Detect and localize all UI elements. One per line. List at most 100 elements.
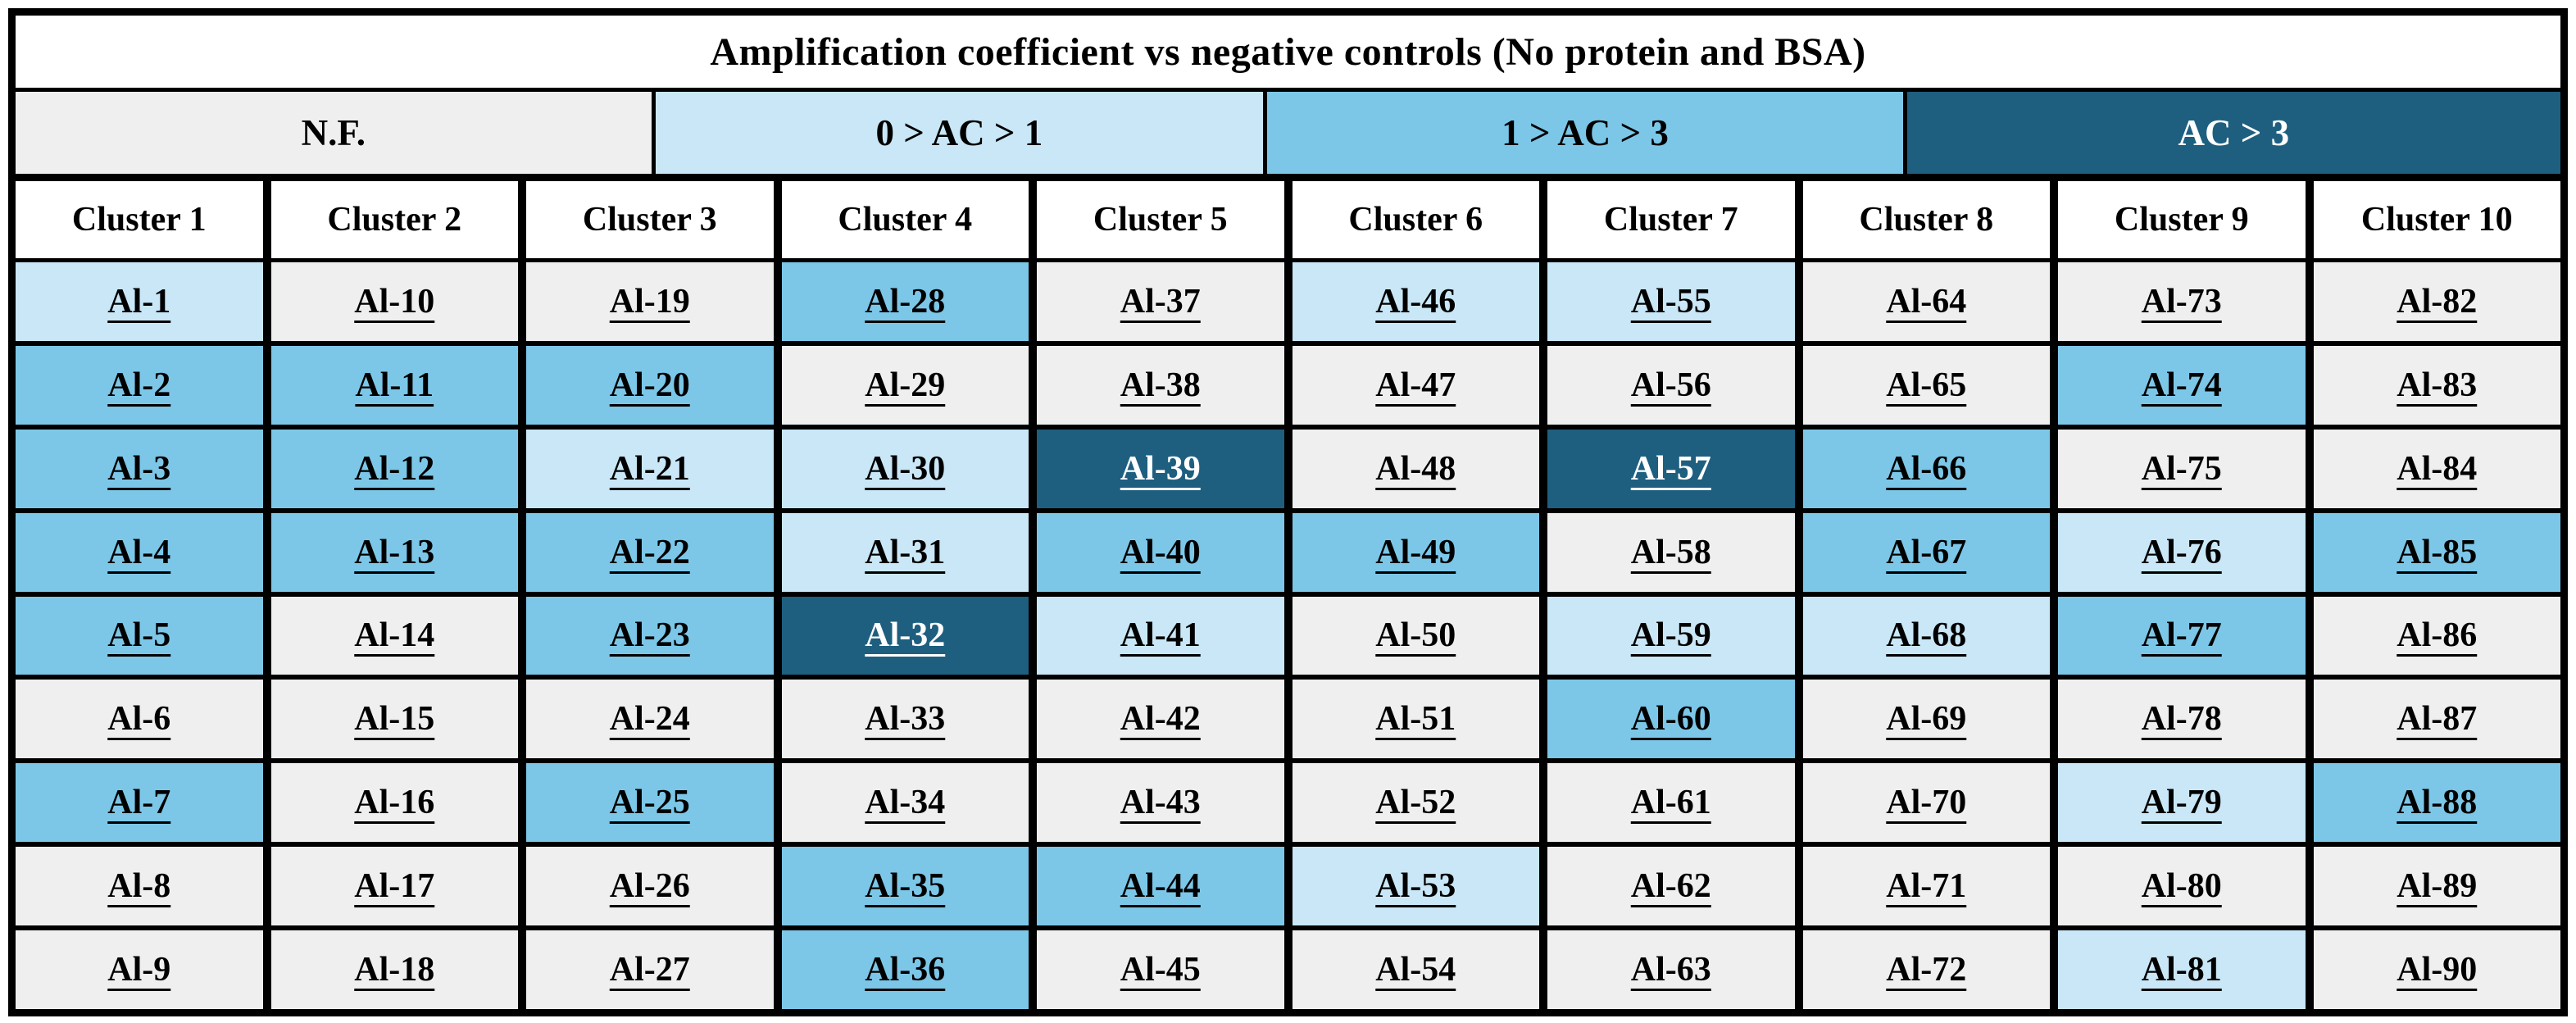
grid-cell-al-7[interactable]: Al-7 bbox=[16, 763, 263, 843]
grid-cell-al-50[interactable]: Al-50 bbox=[1292, 596, 1539, 675]
grid-cell-al-84[interactable]: Al-84 bbox=[2313, 429, 2560, 508]
grid-cell-al-45[interactable]: Al-45 bbox=[1037, 930, 1284, 1009]
grid-cell-al-14[interactable]: Al-14 bbox=[270, 596, 518, 675]
grid-cell-al-27[interactable]: Al-27 bbox=[526, 930, 774, 1009]
grid-cell-al-38[interactable]: Al-38 bbox=[1037, 345, 1284, 425]
grid-cell-al-13[interactable]: Al-13 bbox=[270, 512, 518, 592]
grid-cell-al-85[interactable]: Al-85 bbox=[2313, 512, 2560, 592]
grid-cell-al-54[interactable]: Al-54 bbox=[1292, 930, 1539, 1009]
grid-cell-al-61[interactable]: Al-61 bbox=[1547, 763, 1795, 843]
grid-cell-al-48[interactable]: Al-48 bbox=[1292, 429, 1539, 508]
grid-cell-al-24[interactable]: Al-24 bbox=[526, 680, 774, 759]
grid-cell-label: Al-56 bbox=[1630, 366, 1711, 404]
grid-cell-al-56[interactable]: Al-56 bbox=[1547, 345, 1795, 425]
grid-cell-label: Al-52 bbox=[1375, 784, 1456, 822]
grid-cell-al-73[interactable]: Al-73 bbox=[2058, 262, 2306, 341]
grid-cell-label: Al-86 bbox=[2397, 616, 2478, 655]
grid-cell-al-39[interactable]: Al-39 bbox=[1037, 429, 1284, 508]
grid-cell-al-12[interactable]: Al-12 bbox=[270, 429, 518, 508]
grid-cell-al-55[interactable]: Al-55 bbox=[1547, 262, 1795, 341]
grid-cell-al-19[interactable]: Al-19 bbox=[526, 262, 774, 341]
grid-cell-al-46[interactable]: Al-46 bbox=[1292, 262, 1539, 341]
grid-cell-label: Al-72 bbox=[1886, 951, 1967, 989]
grid-cell-label: Al-68 bbox=[1886, 616, 1967, 655]
grid-cell-al-80[interactable]: Al-80 bbox=[2058, 847, 2306, 926]
grid-cell-al-32[interactable]: Al-32 bbox=[781, 596, 1029, 675]
grid-cell-al-34[interactable]: Al-34 bbox=[781, 763, 1029, 843]
grid-cell-al-17[interactable]: Al-17 bbox=[270, 847, 518, 926]
grid-cell-label: Al-63 bbox=[1630, 951, 1711, 989]
grid-cell-al-22[interactable]: Al-22 bbox=[526, 512, 774, 592]
grid-cell-al-88[interactable]: Al-88 bbox=[2313, 763, 2560, 843]
grid-cell-al-44[interactable]: Al-44 bbox=[1037, 847, 1284, 926]
grid-cell-al-70[interactable]: Al-70 bbox=[1802, 763, 2050, 843]
grid-cell-al-69[interactable]: Al-69 bbox=[1802, 680, 2050, 759]
grid-cell-al-2[interactable]: Al-2 bbox=[16, 345, 263, 425]
grid-cell-al-26[interactable]: Al-26 bbox=[526, 847, 774, 926]
grid-cell-al-1[interactable]: Al-1 bbox=[16, 262, 263, 341]
grid-cell-al-60[interactable]: Al-60 bbox=[1547, 680, 1795, 759]
grid-cell-al-20[interactable]: Al-20 bbox=[526, 345, 774, 425]
grid-cell-al-76[interactable]: Al-76 bbox=[2058, 512, 2306, 592]
grid-cell-al-83[interactable]: Al-83 bbox=[2313, 345, 2560, 425]
grid-cell-al-65[interactable]: Al-65 bbox=[1802, 345, 2050, 425]
grid-cell-al-71[interactable]: Al-71 bbox=[1802, 847, 2050, 926]
grid-cell-al-47[interactable]: Al-47 bbox=[1292, 345, 1539, 425]
grid-cell-al-28[interactable]: Al-28 bbox=[781, 262, 1029, 341]
grid-cell-al-86[interactable]: Al-86 bbox=[2313, 596, 2560, 675]
grid-cell-al-66[interactable]: Al-66 bbox=[1802, 429, 2050, 508]
grid-cell-al-78[interactable]: Al-78 bbox=[2058, 680, 2306, 759]
grid-cell-al-43[interactable]: Al-43 bbox=[1037, 763, 1284, 843]
grid-cell-al-36[interactable]: Al-36 bbox=[781, 930, 1029, 1009]
grid-cell-al-21[interactable]: Al-21 bbox=[526, 429, 774, 508]
grid-cell-label: Al-8 bbox=[107, 867, 171, 906]
grid-cell-al-68[interactable]: Al-68 bbox=[1802, 596, 2050, 675]
grid-cell-al-63[interactable]: Al-63 bbox=[1547, 930, 1795, 1009]
grid-cell-al-59[interactable]: Al-59 bbox=[1547, 596, 1795, 675]
grid-cell-al-64[interactable]: Al-64 bbox=[1802, 262, 2050, 341]
grid-cell-al-53[interactable]: Al-53 bbox=[1292, 847, 1539, 926]
grid-cell-al-75[interactable]: Al-75 bbox=[2058, 429, 2306, 508]
grid-cell-al-52[interactable]: Al-52 bbox=[1292, 763, 1539, 843]
grid-cell-al-89[interactable]: Al-89 bbox=[2313, 847, 2560, 926]
grid-cell-al-5[interactable]: Al-5 bbox=[16, 596, 263, 675]
grid-cell-al-62[interactable]: Al-62 bbox=[1547, 847, 1795, 926]
grid-cell-al-90[interactable]: Al-90 bbox=[2313, 930, 2560, 1009]
grid-cell-al-74[interactable]: Al-74 bbox=[2058, 345, 2306, 425]
grid-cell-al-40[interactable]: Al-40 bbox=[1037, 512, 1284, 592]
grid-cell-al-72[interactable]: Al-72 bbox=[1802, 930, 2050, 1009]
grid-cell-al-18[interactable]: Al-18 bbox=[270, 930, 518, 1009]
grid-cell-al-3[interactable]: Al-3 bbox=[16, 429, 263, 508]
grid-cell-al-51[interactable]: Al-51 bbox=[1292, 680, 1539, 759]
grid-cell-al-33[interactable]: Al-33 bbox=[781, 680, 1029, 759]
grid-cell-al-16[interactable]: Al-16 bbox=[270, 763, 518, 843]
grid-cell-al-58[interactable]: Al-58 bbox=[1547, 512, 1795, 592]
grid-cell-al-23[interactable]: Al-23 bbox=[526, 596, 774, 675]
grid-cell-al-6[interactable]: Al-6 bbox=[16, 680, 263, 759]
grid-cell-al-77[interactable]: Al-77 bbox=[2058, 596, 2306, 675]
grid-cell-al-4[interactable]: Al-4 bbox=[16, 512, 263, 592]
grid-cell-al-15[interactable]: Al-15 bbox=[270, 680, 518, 759]
grid-cell-al-37[interactable]: Al-37 bbox=[1037, 262, 1284, 341]
grid-cell-label: Al-36 bbox=[865, 951, 946, 989]
grid-cell-al-87[interactable]: Al-87 bbox=[2313, 680, 2560, 759]
grid-cell-al-35[interactable]: Al-35 bbox=[781, 847, 1029, 926]
grid-cell-al-41[interactable]: Al-41 bbox=[1037, 596, 1284, 675]
grid-cell-al-30[interactable]: Al-30 bbox=[781, 429, 1029, 508]
grid-cell-al-57[interactable]: Al-57 bbox=[1547, 429, 1795, 508]
grid-cell-al-49[interactable]: Al-49 bbox=[1292, 512, 1539, 592]
grid-cell-al-82[interactable]: Al-82 bbox=[2313, 262, 2560, 341]
grid-cell-al-42[interactable]: Al-42 bbox=[1037, 680, 1284, 759]
grid-cell-al-25[interactable]: Al-25 bbox=[526, 763, 774, 843]
grid-cell-al-11[interactable]: Al-11 bbox=[270, 345, 518, 425]
grid-cell-al-8[interactable]: Al-8 bbox=[16, 847, 263, 926]
grid-cell-label: Al-84 bbox=[2397, 449, 2478, 488]
grid-cell-al-9[interactable]: Al-9 bbox=[16, 930, 263, 1009]
grid-cell-al-29[interactable]: Al-29 bbox=[781, 345, 1029, 425]
grid-cell-label: Al-89 bbox=[2397, 867, 2478, 906]
grid-cell-al-31[interactable]: Al-31 bbox=[781, 512, 1029, 592]
grid-cell-al-81[interactable]: Al-81 bbox=[2058, 930, 2306, 1009]
grid-cell-al-79[interactable]: Al-79 bbox=[2058, 763, 2306, 843]
grid-cell-al-10[interactable]: Al-10 bbox=[270, 262, 518, 341]
grid-cell-al-67[interactable]: Al-67 bbox=[1802, 512, 2050, 592]
